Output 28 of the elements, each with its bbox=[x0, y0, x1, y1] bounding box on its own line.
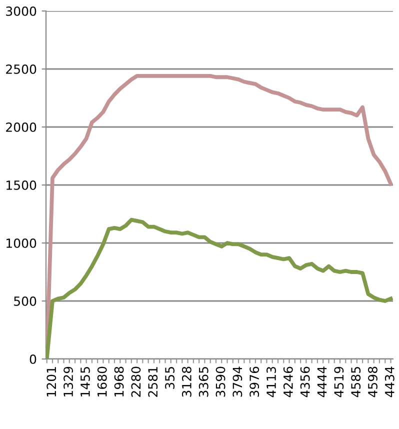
y-tick-label: 2000 bbox=[6, 122, 36, 132]
x-tick-label: 355 bbox=[165, 367, 174, 389]
x-tick-label: 3128 bbox=[182, 366, 192, 397]
y-tick-label: 3000 bbox=[6, 6, 36, 16]
x-tick-label: 2581 bbox=[148, 367, 158, 397]
x-tick-label: 4246 bbox=[283, 366, 293, 398]
x-tick-label: 4356 bbox=[300, 366, 310, 398]
x-tick-label: 3365 bbox=[198, 367, 208, 397]
x-tick-label: 1455 bbox=[80, 367, 90, 396]
y-tick-label: 1000 bbox=[6, 238, 36, 248]
x-tick-label: 4434 bbox=[384, 366, 394, 398]
x-tick-label: 1680 bbox=[97, 366, 107, 396]
x-tick-label: 4113 bbox=[266, 366, 276, 398]
x-tick-label: 4585 bbox=[351, 367, 361, 398]
y-tick-label: 2500 bbox=[6, 64, 36, 74]
x-tick-label: 2280 bbox=[131, 366, 141, 397]
x-tick-label: 1968 bbox=[114, 366, 124, 396]
x-tick-label: 3590 bbox=[216, 366, 226, 397]
x-tick-label: 4444 bbox=[317, 366, 327, 398]
x-tick-label: 4598 bbox=[368, 366, 378, 398]
x-tick-label: 4519 bbox=[334, 366, 344, 398]
x-tick-label: 1201 bbox=[46, 367, 56, 396]
y-tick-label: 1500 bbox=[6, 180, 36, 190]
y-tick-label: 500 bbox=[14, 296, 36, 306]
y-tick-label: 0 bbox=[30, 354, 36, 364]
x-tick-label: 1329 bbox=[64, 366, 74, 396]
x-tick-label: 3794 bbox=[232, 366, 242, 397]
x-tick-label: 3976 bbox=[250, 366, 260, 397]
